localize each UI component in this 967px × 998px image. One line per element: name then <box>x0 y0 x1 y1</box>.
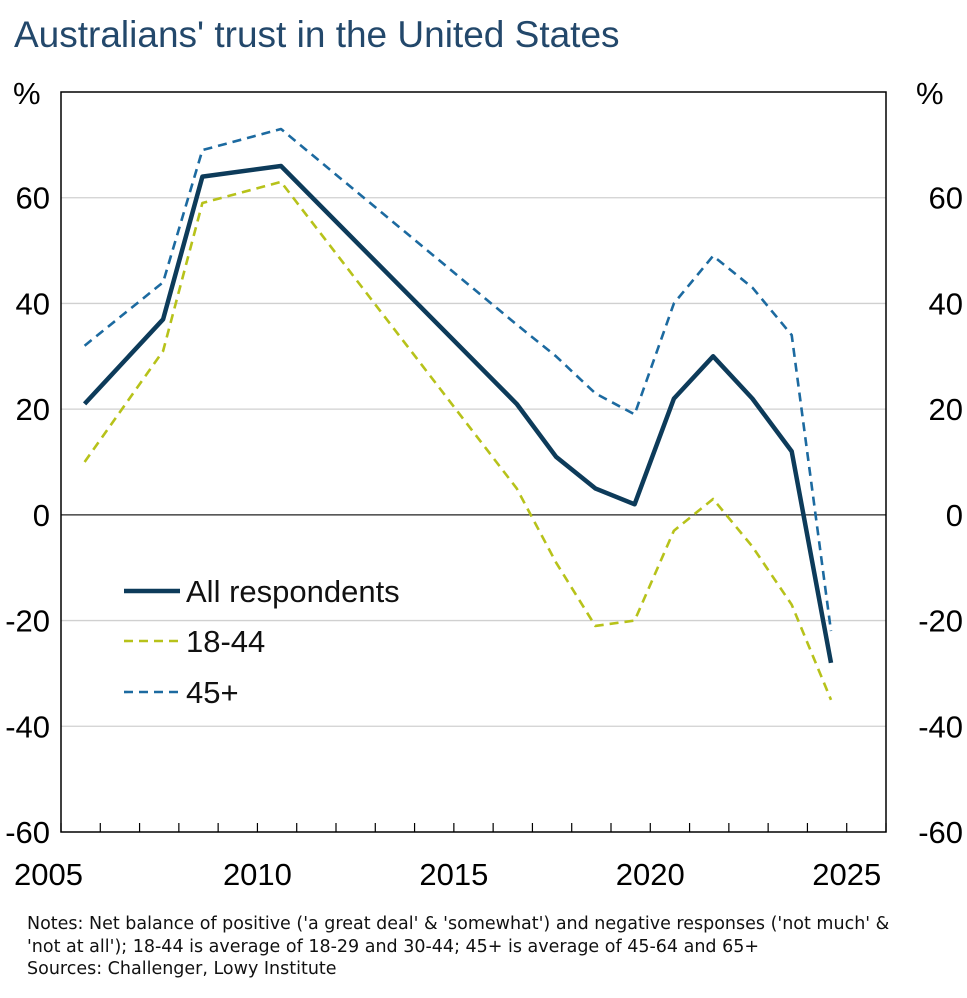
chart-title: Australians' trust in the United States <box>14 14 620 55</box>
notes-line-2: 'not at all'); 18-44 is average of 18-29… <box>27 936 760 957</box>
y-tick-label-right: -60 <box>918 815 963 850</box>
y-tick-label-right: 60 <box>929 181 963 216</box>
y-axis-unit-right: % <box>916 76 944 111</box>
plot-frame <box>60 91 887 833</box>
x-tick-label: 2015 <box>419 857 488 892</box>
notes-line-1: Notes: Net balance of positive ('a great… <box>27 914 890 934</box>
y-tick-label-right: -20 <box>918 604 963 639</box>
legend-label: All respondents <box>186 574 400 609</box>
y-tick-label-left: 60 <box>16 181 50 216</box>
series-line-all-respondents <box>82 163 834 664</box>
series-line-45- <box>83 127 833 632</box>
series-line-18-44 <box>83 180 833 701</box>
y-tick-label-left: 20 <box>16 392 50 427</box>
y-tick-label-right: 40 <box>929 286 963 321</box>
y-tick-label-left: -40 <box>5 709 50 744</box>
x-tick-label: 2010 <box>223 857 292 892</box>
chart-notes: Notes: Net balance of positive ('a great… <box>27 913 957 981</box>
line-chart: 2005 2010 2015 2020 2025-60 -60-40 -40-20 -200 0… <box>5 76 963 892</box>
y-tick-label-right: 20 <box>929 392 963 427</box>
legend-label: 45+ <box>186 675 239 710</box>
sources-line: Sources: Challenger, Lowy Institute <box>27 959 337 979</box>
x-tick-label: 2020 <box>616 857 685 892</box>
y-tick-label-left: -60 <box>5 815 50 850</box>
y-tick-label-left: -20 <box>5 604 50 639</box>
legend-label: 18-44 <box>186 624 265 659</box>
y-tick-label-right: 0 <box>946 498 963 533</box>
y-tick-label-right: -40 <box>918 709 963 744</box>
x-tick-label: 2005 <box>14 857 83 892</box>
y-tick-label-left: 0 <box>33 498 50 533</box>
y-tick-label-left: 40 <box>16 286 50 321</box>
y-axis-unit-left: % <box>13 76 41 111</box>
x-tick-label: 2025 <box>812 857 881 892</box>
